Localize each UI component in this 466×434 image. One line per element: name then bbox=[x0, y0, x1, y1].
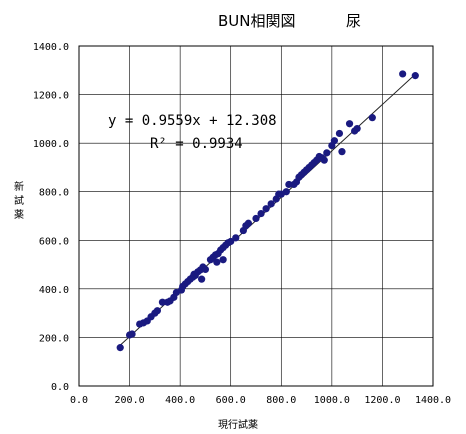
data-point bbox=[267, 200, 275, 208]
x-tick-label: 400.0 bbox=[165, 395, 195, 406]
plot-area bbox=[78, 45, 434, 387]
x-axis-label: 現行試薬 bbox=[218, 418, 258, 431]
data-point bbox=[320, 156, 328, 164]
data-point bbox=[201, 265, 210, 274]
data-point bbox=[257, 209, 265, 218]
data-point bbox=[116, 344, 124, 352]
data-point bbox=[330, 137, 338, 145]
x-tick-label: 1400.0 bbox=[415, 395, 451, 406]
data-point bbox=[227, 237, 235, 246]
data-points bbox=[116, 70, 419, 352]
x-tick-label: 600.0 bbox=[216, 395, 246, 406]
data-point bbox=[219, 256, 227, 264]
data-point bbox=[368, 114, 376, 122]
y-tick-label: 1400.0 bbox=[33, 42, 69, 53]
chart-subtitle: 尿 bbox=[346, 12, 361, 30]
data-point bbox=[198, 275, 206, 283]
y-tick-label: 0.0 bbox=[51, 382, 69, 393]
y-tick-labels: 0.0 200.0 400.0 600.0 800.0 1000.0 1200.0 1400.… bbox=[33, 42, 69, 393]
x-tick-label: 0.0 bbox=[70, 395, 88, 406]
data-point bbox=[353, 124, 361, 133]
x-tick-label: 200.0 bbox=[115, 395, 145, 406]
data-point bbox=[285, 180, 293, 189]
data-point bbox=[158, 298, 167, 306]
y-tick-label: 400.0 bbox=[39, 285, 69, 296]
data-point bbox=[335, 129, 344, 138]
x-tick-labels: 0.0 200.0 400.0 600.0 800.0 1000.0 1200.0 1400.… bbox=[70, 395, 451, 406]
data-point bbox=[252, 214, 260, 223]
data-point bbox=[244, 219, 253, 227]
y-tick-label: 1200.0 bbox=[33, 91, 69, 102]
data-point bbox=[399, 70, 407, 78]
chart-title: BUN相関図 bbox=[218, 12, 296, 30]
data-point bbox=[282, 188, 290, 196]
y-tick-label: 600.0 bbox=[39, 236, 69, 247]
x-tick-label: 1200.0 bbox=[364, 395, 400, 406]
data-point bbox=[323, 149, 331, 157]
x-tick-label: 1000.0 bbox=[314, 395, 350, 406]
data-point bbox=[338, 148, 346, 156]
data-point bbox=[213, 258, 221, 266]
y-tick-label: 200.0 bbox=[39, 333, 69, 344]
data-point bbox=[153, 307, 161, 315]
y-tick-label: 800.0 bbox=[39, 188, 69, 199]
r-squared: R² = 0.9934 bbox=[150, 136, 243, 152]
x-tick-label: 800.0 bbox=[266, 395, 296, 406]
regression-equation: y = 0.9559x + 12.308 bbox=[108, 113, 277, 129]
data-point bbox=[232, 234, 240, 242]
data-point bbox=[262, 205, 270, 213]
data-point bbox=[345, 120, 354, 128]
y-tick-label: 1000.0 bbox=[33, 139, 69, 150]
data-point bbox=[411, 72, 419, 80]
y-axis-label: 新試薬 bbox=[14, 180, 24, 221]
gridlines bbox=[79, 46, 433, 386]
data-point bbox=[128, 330, 136, 338]
